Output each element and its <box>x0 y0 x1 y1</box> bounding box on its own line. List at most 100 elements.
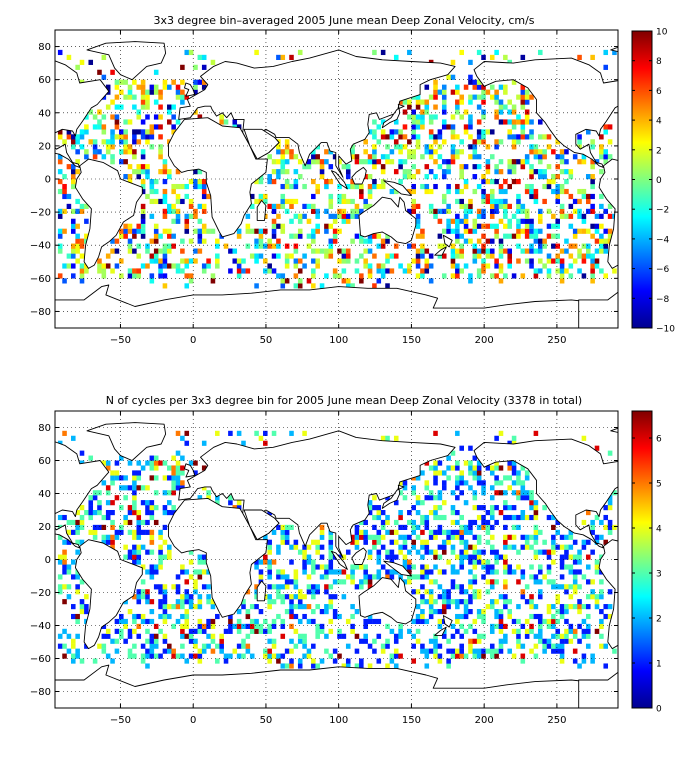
bin-cell <box>175 475 181 481</box>
bin-cell <box>162 169 168 175</box>
bin-cell <box>105 653 111 659</box>
bin-cell <box>546 258 552 264</box>
bin-cell <box>158 89 163 95</box>
bin-cell <box>441 599 447 605</box>
bin-cell <box>311 233 316 239</box>
bin-cell <box>507 258 512 264</box>
bin-cell <box>559 203 565 209</box>
bin-cell <box>537 569 543 575</box>
coastline-africa <box>168 117 268 238</box>
bin-cell <box>376 505 382 511</box>
bin-cell <box>437 569 443 575</box>
bin-cell <box>315 564 320 570</box>
bin-cell <box>363 174 368 180</box>
bin-cell <box>537 258 543 264</box>
y-tick-label: 40 <box>38 489 51 500</box>
bin-cell <box>193 258 198 264</box>
bin-cell <box>210 623 216 629</box>
bin-cell <box>568 564 574 570</box>
bin-cell <box>201 440 207 446</box>
bin-cell <box>372 144 377 150</box>
bin-cell <box>276 223 281 229</box>
bin-cell <box>162 609 168 615</box>
bin-cell <box>289 54 294 60</box>
bin-cell <box>140 519 146 526</box>
bin-cell <box>415 638 421 644</box>
bin-cell <box>132 495 137 501</box>
bin-cell <box>441 569 447 575</box>
bin-cell <box>84 510 89 516</box>
bin-cell <box>524 628 530 634</box>
bin-cell <box>450 623 456 629</box>
coastline-arabia <box>243 128 280 160</box>
bin-cell <box>136 84 142 90</box>
coastline-new-zealand-south <box>434 246 447 256</box>
bin-cell <box>367 510 373 516</box>
bin-cell <box>149 465 155 471</box>
bin-cell <box>559 559 565 565</box>
bin-cell <box>62 643 67 649</box>
bin-cell <box>280 618 286 625</box>
bin-cell <box>533 169 539 175</box>
bin-cell <box>450 253 456 259</box>
bin-cell <box>450 273 456 279</box>
bin-cell <box>311 238 316 244</box>
bin-cell <box>476 84 482 90</box>
bin-cell <box>167 208 172 214</box>
bin-cell <box>537 228 543 234</box>
bin-cell <box>481 188 486 195</box>
bin-cell <box>459 470 464 476</box>
bin-cell <box>441 243 447 249</box>
bin-cell <box>585 208 591 214</box>
bin-cell <box>228 623 233 629</box>
bin-cell <box>489 628 495 634</box>
bin-cell <box>197 618 203 625</box>
bin-cell <box>197 183 203 190</box>
bin-cell <box>153 465 159 471</box>
bin-cell <box>555 628 560 634</box>
bin-cell <box>167 544 172 550</box>
bin-cell <box>546 554 552 560</box>
x-tick-label: 200 <box>475 335 494 346</box>
bin-cell <box>594 258 600 264</box>
bin-cell <box>551 258 556 264</box>
bin-cell <box>84 154 89 160</box>
bin-cell <box>306 653 312 659</box>
bin-cell <box>433 104 438 110</box>
bin-cell <box>306 559 312 565</box>
bin-cell <box>494 609 499 615</box>
bin-cell <box>420 154 425 160</box>
bin-cell <box>145 589 150 595</box>
bin-cell <box>511 179 517 185</box>
bin-cell <box>184 599 190 605</box>
bin-cell <box>75 139 80 145</box>
bin-cell <box>284 648 290 654</box>
bin-cell <box>568 534 574 540</box>
bin-cell <box>328 569 334 575</box>
bin-cell <box>289 154 294 160</box>
bin-cell <box>280 594 286 600</box>
bin-cell <box>328 549 334 555</box>
bin-cell <box>367 273 373 279</box>
bin-cell <box>393 569 399 575</box>
bin-cell <box>258 559 264 565</box>
bin-cell <box>489 188 495 195</box>
bin-cell <box>158 268 163 274</box>
bin-cell <box>585 554 591 560</box>
bin-cell <box>127 268 133 274</box>
x-tick-label: 50 <box>260 715 273 726</box>
bin-cell <box>297 589 303 595</box>
bin-cell <box>341 164 347 170</box>
bin-cell <box>241 258 246 264</box>
bin-cell <box>372 534 377 540</box>
bin-cell <box>367 233 373 239</box>
bin-cell <box>354 584 360 590</box>
bin-cell <box>498 243 504 249</box>
bin-cell <box>424 174 430 180</box>
bin-cell <box>468 79 473 85</box>
bin-cell <box>520 569 526 575</box>
bin-cell <box>437 554 443 560</box>
bin-cell <box>210 633 216 639</box>
bin-cell <box>188 213 194 219</box>
bin-cell <box>306 604 312 610</box>
